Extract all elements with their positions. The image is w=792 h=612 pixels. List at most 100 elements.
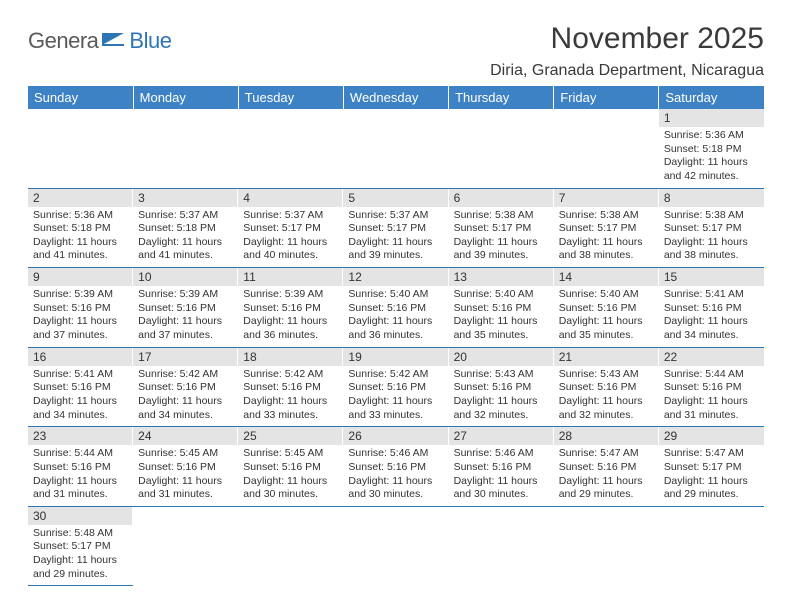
day-details: Sunrise: 5:37 AMSunset: 5:18 PMDaylight:… bbox=[133, 207, 238, 268]
daylight-line: Daylight: 11 hours and 42 minutes. bbox=[664, 156, 759, 183]
calendar-day-empty bbox=[343, 506, 448, 586]
calendar-page: Genera Blue November 2025 Diria, Granada… bbox=[0, 0, 792, 596]
calendar-day: 12Sunrise: 5:40 AMSunset: 5:16 PMDayligh… bbox=[343, 268, 448, 348]
day-details: Sunrise: 5:39 AMSunset: 5:16 PMDaylight:… bbox=[28, 286, 133, 347]
sunset-line: Sunset: 5:16 PM bbox=[33, 381, 128, 395]
daylight-line: Daylight: 11 hours and 36 minutes. bbox=[243, 315, 338, 342]
calendar-head: SundayMondayTuesdayWednesdayThursdayFrid… bbox=[28, 86, 764, 109]
day-number: 9 bbox=[28, 268, 133, 286]
day-details: Sunrise: 5:37 AMSunset: 5:17 PMDaylight:… bbox=[343, 207, 448, 268]
daylight-line: Daylight: 11 hours and 30 minutes. bbox=[243, 475, 338, 502]
sunrise-line: Sunrise: 5:41 AM bbox=[664, 288, 759, 302]
daylight-line: Daylight: 11 hours and 41 minutes. bbox=[33, 236, 128, 263]
weekday-header: Wednesday bbox=[343, 86, 448, 109]
sunset-line: Sunset: 5:17 PM bbox=[454, 222, 549, 236]
calendar-day: 23Sunrise: 5:44 AMSunset: 5:16 PMDayligh… bbox=[28, 427, 133, 507]
day-details bbox=[554, 525, 659, 531]
sunrise-line: Sunrise: 5:44 AM bbox=[33, 447, 128, 461]
day-number bbox=[133, 507, 238, 525]
calendar-week: 16Sunrise: 5:41 AMSunset: 5:16 PMDayligh… bbox=[28, 347, 764, 427]
sunrise-line: Sunrise: 5:48 AM bbox=[33, 527, 128, 541]
calendar-day: 19Sunrise: 5:42 AMSunset: 5:16 PMDayligh… bbox=[343, 347, 448, 427]
day-details: Sunrise: 5:36 AMSunset: 5:18 PMDaylight:… bbox=[28, 207, 133, 268]
sunset-line: Sunset: 5:16 PM bbox=[454, 381, 549, 395]
calendar-day-empty bbox=[659, 506, 764, 586]
sunset-line: Sunset: 5:16 PM bbox=[348, 381, 443, 395]
calendar-day: 7Sunrise: 5:38 AMSunset: 5:17 PMDaylight… bbox=[554, 188, 659, 268]
day-details: Sunrise: 5:45 AMSunset: 5:16 PMDaylight:… bbox=[133, 445, 238, 506]
day-number: 1 bbox=[659, 109, 764, 127]
sunset-line: Sunset: 5:16 PM bbox=[33, 461, 128, 475]
day-number bbox=[238, 109, 343, 127]
day-number bbox=[238, 507, 343, 525]
logo-text-blue: Blue bbox=[129, 28, 171, 54]
calendar-week: 23Sunrise: 5:44 AMSunset: 5:16 PMDayligh… bbox=[28, 427, 764, 507]
sunrise-line: Sunrise: 5:43 AM bbox=[559, 368, 654, 382]
day-number: 18 bbox=[238, 348, 343, 366]
day-details bbox=[133, 127, 238, 133]
calendar-day: 30Sunrise: 5:48 AMSunset: 5:17 PMDayligh… bbox=[28, 506, 133, 586]
daylight-line: Daylight: 11 hours and 34 minutes. bbox=[33, 395, 128, 422]
calendar-day-empty bbox=[554, 506, 659, 586]
daylight-line: Daylight: 11 hours and 40 minutes. bbox=[243, 236, 338, 263]
sunrise-line: Sunrise: 5:47 AM bbox=[664, 447, 759, 461]
sunset-line: Sunset: 5:16 PM bbox=[664, 381, 759, 395]
sunrise-line: Sunrise: 5:45 AM bbox=[138, 447, 233, 461]
sunrise-line: Sunrise: 5:39 AM bbox=[138, 288, 233, 302]
calendar-day: 27Sunrise: 5:46 AMSunset: 5:16 PMDayligh… bbox=[449, 427, 554, 507]
daylight-line: Daylight: 11 hours and 29 minutes. bbox=[33, 554, 128, 581]
sunrise-line: Sunrise: 5:38 AM bbox=[559, 209, 654, 223]
sunrise-line: Sunrise: 5:42 AM bbox=[138, 368, 233, 382]
sunrise-line: Sunrise: 5:38 AM bbox=[454, 209, 549, 223]
sunrise-line: Sunrise: 5:39 AM bbox=[243, 288, 338, 302]
day-details bbox=[28, 127, 133, 133]
calendar-day: 15Sunrise: 5:41 AMSunset: 5:16 PMDayligh… bbox=[659, 268, 764, 348]
sunset-line: Sunset: 5:16 PM bbox=[243, 461, 338, 475]
day-details: Sunrise: 5:43 AMSunset: 5:16 PMDaylight:… bbox=[554, 366, 659, 427]
calendar-day: 10Sunrise: 5:39 AMSunset: 5:16 PMDayligh… bbox=[133, 268, 238, 348]
day-details: Sunrise: 5:44 AMSunset: 5:16 PMDaylight:… bbox=[28, 445, 133, 506]
daylight-line: Daylight: 11 hours and 33 minutes. bbox=[243, 395, 338, 422]
day-number: 28 bbox=[554, 427, 659, 445]
sunrise-line: Sunrise: 5:47 AM bbox=[559, 447, 654, 461]
daylight-line: Daylight: 11 hours and 32 minutes. bbox=[559, 395, 654, 422]
calendar-day: 24Sunrise: 5:45 AMSunset: 5:16 PMDayligh… bbox=[133, 427, 238, 507]
day-number: 12 bbox=[343, 268, 448, 286]
day-number: 11 bbox=[238, 268, 343, 286]
day-details bbox=[343, 525, 448, 531]
day-number: 8 bbox=[659, 189, 764, 207]
daylight-line: Daylight: 11 hours and 30 minutes. bbox=[454, 475, 549, 502]
sunset-line: Sunset: 5:17 PM bbox=[559, 222, 654, 236]
daylight-line: Daylight: 11 hours and 36 minutes. bbox=[348, 315, 443, 342]
day-number: 17 bbox=[133, 348, 238, 366]
sunset-line: Sunset: 5:16 PM bbox=[33, 302, 128, 316]
day-details: Sunrise: 5:44 AMSunset: 5:16 PMDaylight:… bbox=[659, 366, 764, 427]
day-number bbox=[343, 507, 448, 525]
day-number bbox=[343, 109, 448, 127]
sunrise-line: Sunrise: 5:36 AM bbox=[33, 209, 128, 223]
day-details: Sunrise: 5:47 AMSunset: 5:16 PMDaylight:… bbox=[554, 445, 659, 506]
day-number: 29 bbox=[659, 427, 764, 445]
day-details bbox=[238, 525, 343, 531]
day-details: Sunrise: 5:45 AMSunset: 5:16 PMDaylight:… bbox=[238, 445, 343, 506]
calendar-day: 2Sunrise: 5:36 AMSunset: 5:18 PMDaylight… bbox=[28, 188, 133, 268]
calendar-day: 29Sunrise: 5:47 AMSunset: 5:17 PMDayligh… bbox=[659, 427, 764, 507]
day-number: 4 bbox=[238, 189, 343, 207]
day-number bbox=[554, 507, 659, 525]
calendar-day-empty bbox=[133, 506, 238, 586]
daylight-line: Daylight: 11 hours and 39 minutes. bbox=[454, 236, 549, 263]
calendar-week: 9Sunrise: 5:39 AMSunset: 5:16 PMDaylight… bbox=[28, 268, 764, 348]
day-number: 14 bbox=[554, 268, 659, 286]
calendar-day: 28Sunrise: 5:47 AMSunset: 5:16 PMDayligh… bbox=[554, 427, 659, 507]
calendar-day-empty bbox=[554, 109, 659, 188]
calendar-day: 22Sunrise: 5:44 AMSunset: 5:16 PMDayligh… bbox=[659, 347, 764, 427]
calendar-day-empty bbox=[343, 109, 448, 188]
header: Genera Blue November 2025 Diria, Granada… bbox=[28, 22, 764, 80]
calendar-day: 8Sunrise: 5:38 AMSunset: 5:17 PMDaylight… bbox=[659, 188, 764, 268]
calendar-day-empty bbox=[133, 109, 238, 188]
daylight-line: Daylight: 11 hours and 34 minutes. bbox=[664, 315, 759, 342]
calendar-day-empty bbox=[28, 109, 133, 188]
sunrise-line: Sunrise: 5:46 AM bbox=[348, 447, 443, 461]
sunset-line: Sunset: 5:17 PM bbox=[348, 222, 443, 236]
calendar-week: 1Sunrise: 5:36 AMSunset: 5:18 PMDaylight… bbox=[28, 109, 764, 188]
